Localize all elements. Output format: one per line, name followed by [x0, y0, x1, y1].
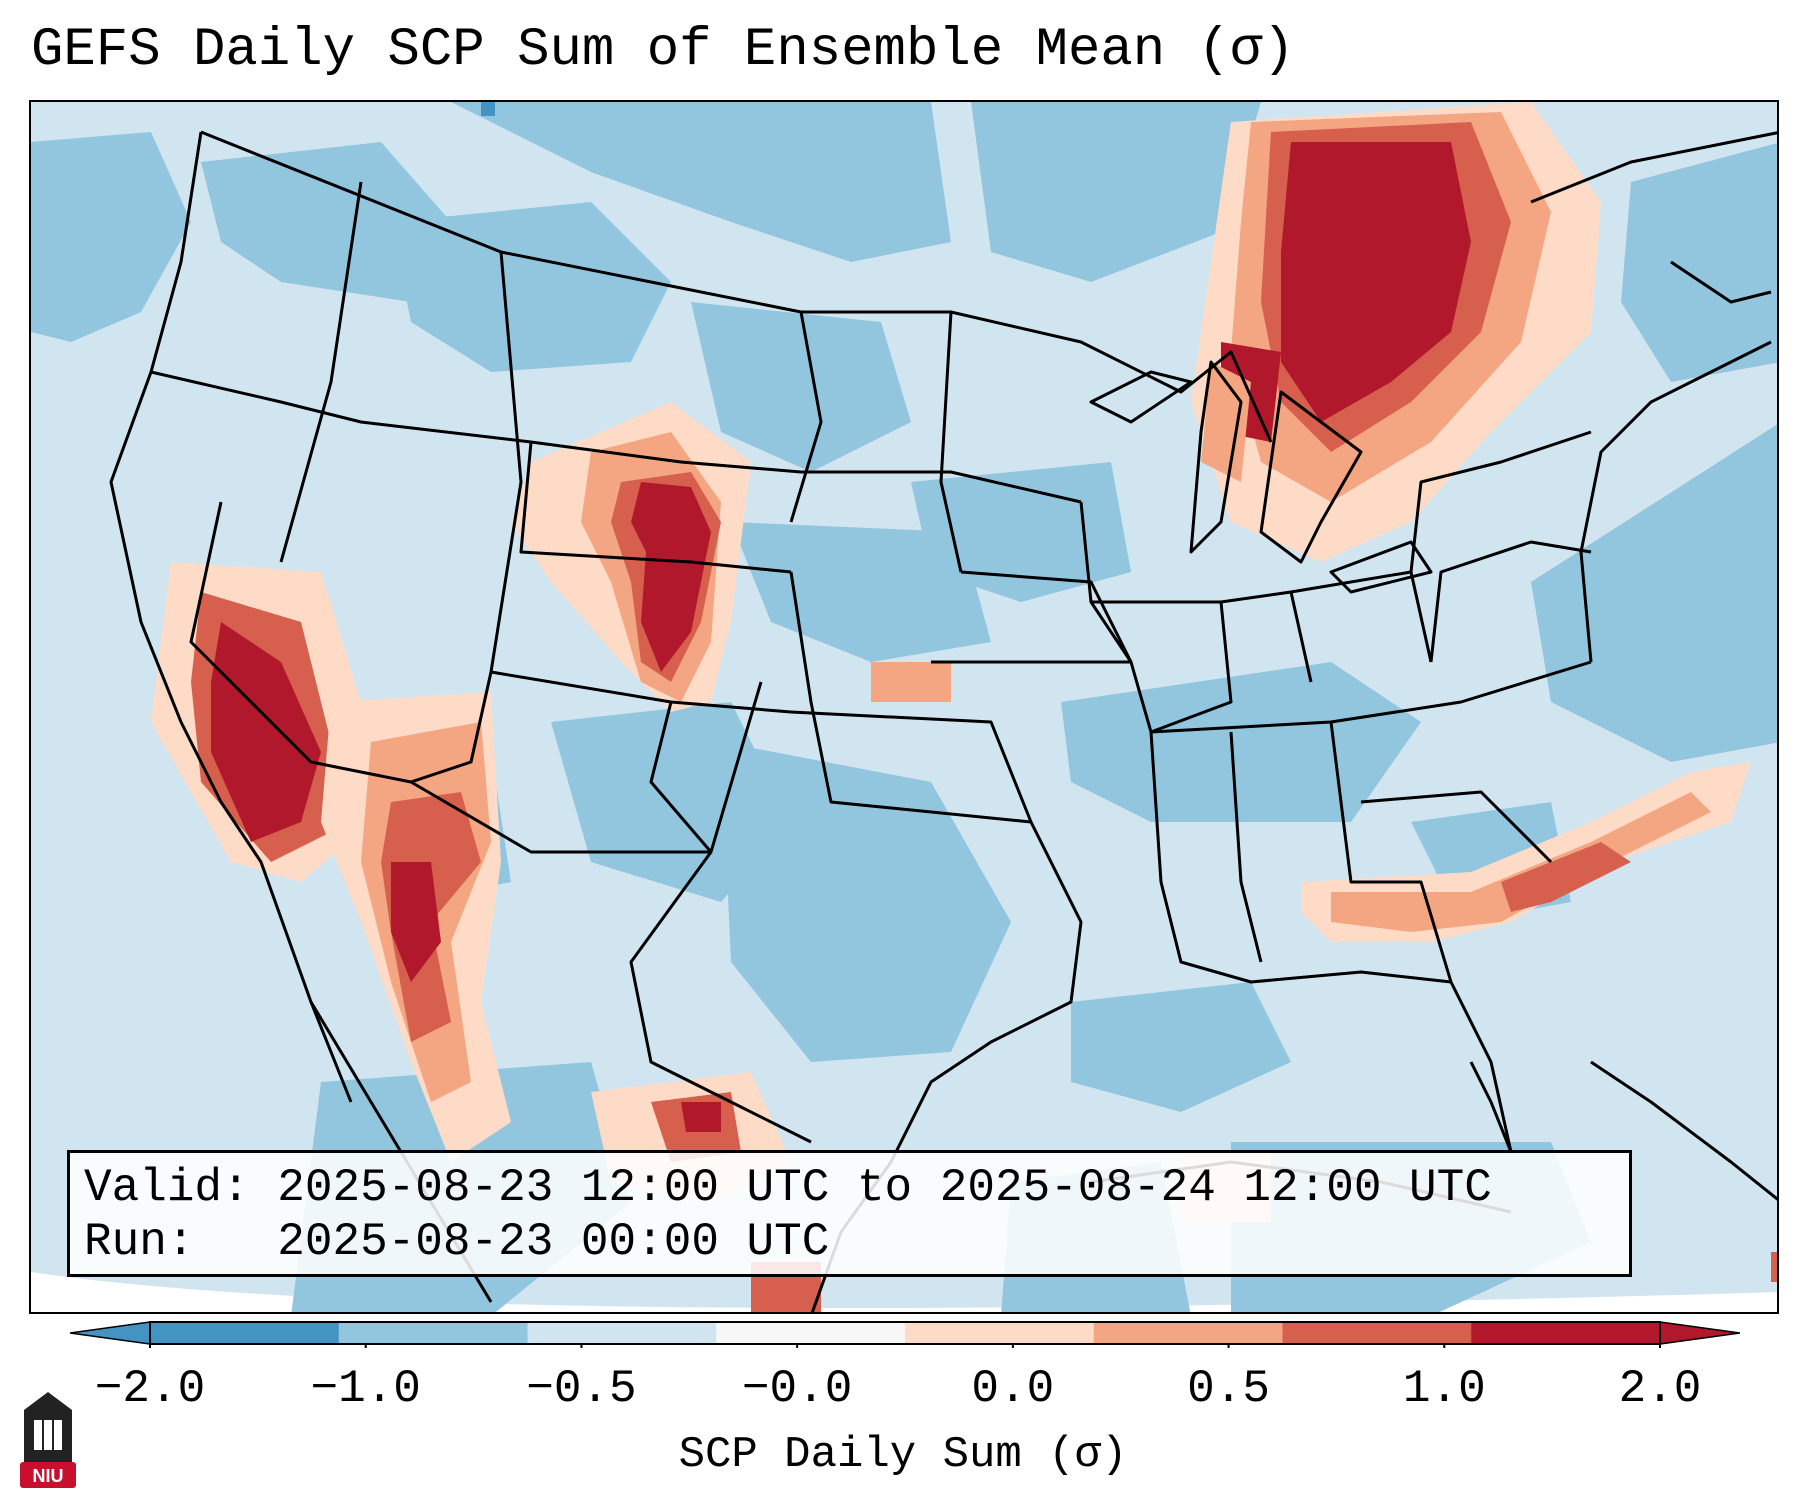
run-line: Run: 2025-08-23 00:00 UTC: [84, 1215, 1615, 1269]
colorbar-outline: [149, 1321, 1661, 1345]
colorbar-segment: [1093, 1322, 1283, 1344]
valid-value: 2025-08-23 12:00 UTC to 2025-08-24 12:00…: [277, 1162, 1492, 1214]
colorbar-tick-label: −0.0: [741, 1363, 853, 1415]
colorbar-segment: [716, 1322, 906, 1344]
colorbar-segments: [150, 1322, 1661, 1344]
colorbar-segment: [150, 1322, 340, 1344]
positive-anomaly-layer: [151, 102, 1777, 1312]
colorbar-ticks: [149, 1344, 1661, 1348]
colorbar-segment: [527, 1322, 717, 1344]
colorbar-tick-label: 1.0: [1402, 1363, 1486, 1415]
niu-building-logo: NIU: [20, 1392, 76, 1488]
chart-title: GEFS Daily SCP Sum of Ensemble Mean (σ): [31, 20, 1295, 81]
strong-negative-layer: [481, 102, 495, 116]
colorbar-tick-label: 0.5: [1187, 1363, 1270, 1415]
colorbar-tick-label: 2.0: [1618, 1363, 1702, 1415]
colorbar-segment: [338, 1322, 528, 1344]
colorbar-label: SCP Daily Sum (σ): [678, 1430, 1128, 1480]
valid-label: Valid:: [84, 1162, 250, 1214]
colorbar-extend-right: [1659, 1321, 1740, 1345]
map-panel: [29, 100, 1779, 1314]
colorbar-segment: [1471, 1322, 1661, 1344]
valid-info-box: Valid: 2025-08-23 12:00 UTC to 2025-08-2…: [67, 1150, 1632, 1277]
colorbar-tick-label: −0.5: [526, 1363, 637, 1415]
colorbar-tick-label: −2.0: [94, 1363, 206, 1415]
colorbar: [70, 1321, 1740, 1348]
run-value: 2025-08-23 00:00 UTC: [277, 1216, 830, 1268]
colorbar-tick-label: 0.0: [971, 1363, 1055, 1415]
run-label: Run:: [84, 1216, 195, 1268]
colorbar-segment: [905, 1322, 1095, 1344]
colorbar-tick-label: −1.0: [310, 1363, 421, 1415]
colorbar-segment: [1282, 1322, 1472, 1344]
map-canvas: [31, 102, 1777, 1312]
domain-edge: [31, 1272, 1777, 1312]
colorbar-extend-left: [70, 1321, 151, 1345]
logo-text: NIU: [33, 1466, 64, 1486]
valid-line: Valid: 2025-08-23 12:00 UTC to 2025-08-2…: [84, 1161, 1615, 1215]
